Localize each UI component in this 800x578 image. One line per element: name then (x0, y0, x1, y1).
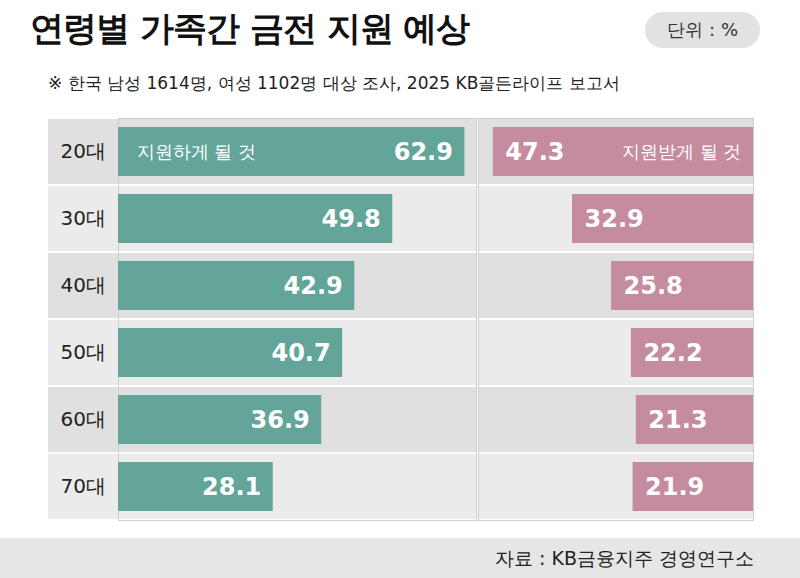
svg-text:47.3: 47.3 (505, 138, 564, 166)
svg-text:40.7: 40.7 (271, 339, 330, 367)
svg-text:62.9: 62.9 (394, 138, 453, 166)
svg-text:22.2: 22.2 (643, 339, 702, 367)
html-text:※ 한국 남성 1614명, 여성 1102명 대상 조사,: ※ 한국 남성 1614명, 여성 1102명 대상 조사, 2025 KB골든… (48, 73, 620, 93)
svg-text:70대: 70대 (61, 474, 106, 498)
html-text:자료 : KB금융지주 경영연구소: 자료 : KB금융지주 경영연구소 (495, 547, 754, 569)
html-text:연령별 가족간 금전 지원 예상: 연령별 가족간 금전 지원 예상 (30, 8, 470, 48)
svg-text:36.9: 36.9 (251, 406, 310, 434)
svg-text:21.3: 21.3 (648, 406, 707, 434)
html-text:단위 : %: 단위 : % (667, 19, 738, 40)
svg-text:50대: 50대 (61, 340, 106, 364)
svg-text:지원받게 될 것: 지원받게 될 것 (622, 141, 741, 162)
svg-text:25.8: 25.8 (624, 272, 683, 300)
svg-text:지원하게 될 것: 지원하게 될 것 (137, 141, 256, 162)
svg-text:30대: 30대 (61, 206, 106, 230)
svg-text:49.8: 49.8 (322, 205, 381, 233)
svg-text:60대: 60대 (61, 407, 106, 431)
svg-text:28.1: 28.1 (202, 473, 261, 501)
svg-text:42.9: 42.9 (284, 272, 343, 300)
svg-text:32.9: 32.9 (585, 205, 644, 233)
svg-text:20대: 20대 (61, 139, 106, 163)
svg-text:40대: 40대 (61, 273, 106, 297)
svg-text:21.9: 21.9 (645, 473, 704, 501)
